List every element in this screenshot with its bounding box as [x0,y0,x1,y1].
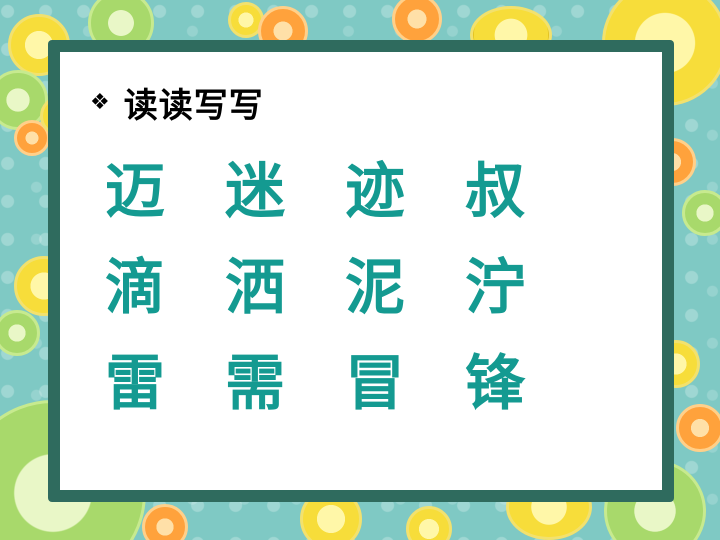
character: 冒 [345,349,405,419]
lime-slice-decoration [0,310,40,356]
character: 滴 [105,253,165,323]
orange-slice-decoration [676,404,720,452]
character: 迈 [105,157,165,227]
character: 叔 [465,157,525,227]
character: 泥 [345,253,405,323]
character-grid: 迈 迷 迹 叔 滴 洒 泥 泞 雷 需 冒 锋 [105,162,585,450]
character: 洒 [225,253,285,323]
character: 锋 [465,349,525,419]
content-panel [60,52,662,490]
character: 需 [225,349,285,419]
lemon-slice-decoration [406,506,452,540]
character: 迹 [345,157,405,227]
title-row: ❖ 读读写写 [90,78,264,127]
orange-slice-decoration [142,504,188,540]
lime-slice-decoration [682,190,720,236]
character: 迷 [225,157,285,227]
page-title: 读读写写 [123,86,264,126]
character: 泞 [465,253,525,323]
bullet-icon: ❖ [90,89,110,115]
character: 雷 [105,349,165,419]
